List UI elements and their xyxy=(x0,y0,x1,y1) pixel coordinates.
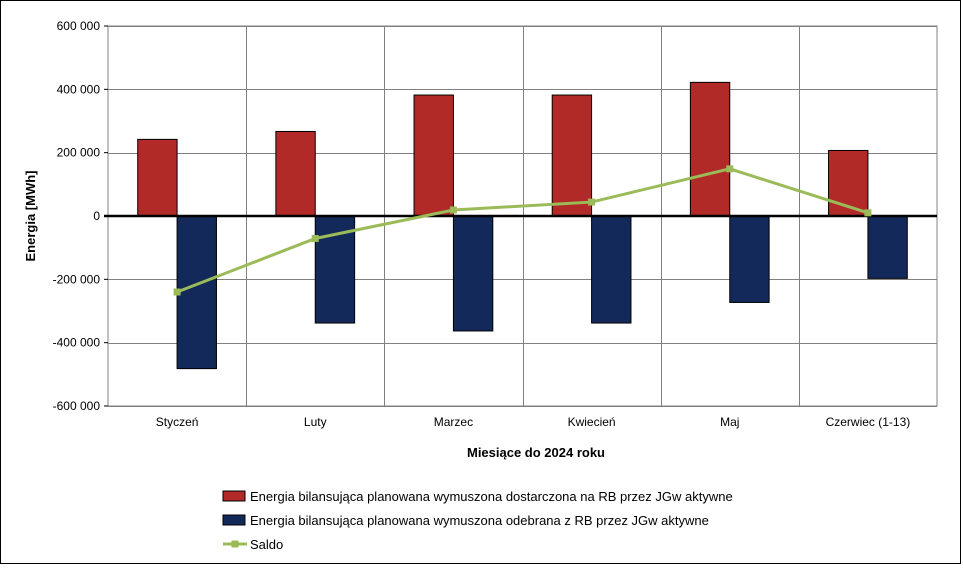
bar-odebrana xyxy=(176,215,217,370)
saldo-point xyxy=(173,288,181,296)
y-tick-label: 600 000 xyxy=(57,19,101,33)
legend-swatch-dostarczona xyxy=(222,490,246,502)
saldo-point xyxy=(588,198,596,206)
bar-dostarczona xyxy=(413,94,454,217)
bar-odebrana xyxy=(729,215,770,303)
bar-dostarczona xyxy=(275,130,316,217)
saldo-polyline xyxy=(176,167,869,294)
bar-odebrana xyxy=(591,215,632,324)
legend-label: Energia bilansująca planowana wymuszona … xyxy=(250,513,709,528)
legend-label: Saldo xyxy=(250,537,283,552)
x-axis-title: Miesiące do 2024 roku xyxy=(467,445,605,460)
y-tick-label: -400 000 xyxy=(53,336,101,350)
legend-label: Energia bilansująca planowana wymuszona … xyxy=(250,489,733,504)
saldo-point xyxy=(726,165,734,173)
bar-dostarczona xyxy=(137,138,178,217)
y-tick-label: 0 xyxy=(93,209,100,223)
x-tick-label: Maj xyxy=(720,415,739,429)
bar-odebrana xyxy=(867,215,908,279)
y-ticks: 600 000 400 000 200 000 0 -200 000 -400 000 -6… xyxy=(53,19,108,413)
bar-dostarczona xyxy=(689,81,731,217)
y-tick-label: -600 000 xyxy=(53,399,101,413)
legend-swatch-saldo-marker xyxy=(231,540,239,548)
y-axis-title: Energia [MWh] xyxy=(23,171,38,262)
x-tick-label: Luty xyxy=(304,415,327,429)
saldo-line xyxy=(173,165,872,296)
x-tick-label: Marzec xyxy=(434,415,473,429)
x-tick-label: Czerwiec (1-13) xyxy=(826,415,911,429)
y-tick-label: 200 000 xyxy=(57,146,101,160)
x-tick-label: Kwiecień xyxy=(568,415,616,429)
legend-swatch-odebrana xyxy=(222,514,246,526)
saldo-point xyxy=(864,209,872,217)
y-tick-label: 400 000 xyxy=(57,82,101,96)
saldo-point xyxy=(449,206,457,214)
y-tick-label: -200 000 xyxy=(53,272,101,286)
saldo-point xyxy=(311,234,319,242)
x-ticks: Styczeń Luty Marzec Kwiecień Maj Czerwiec (1-… xyxy=(156,415,911,429)
x-tick-label: Styczeń xyxy=(156,415,199,429)
bar-odebrana xyxy=(452,215,494,332)
bar-dostarczona xyxy=(551,94,593,217)
legend: Energia bilansująca planowana wymuszona … xyxy=(222,489,733,552)
